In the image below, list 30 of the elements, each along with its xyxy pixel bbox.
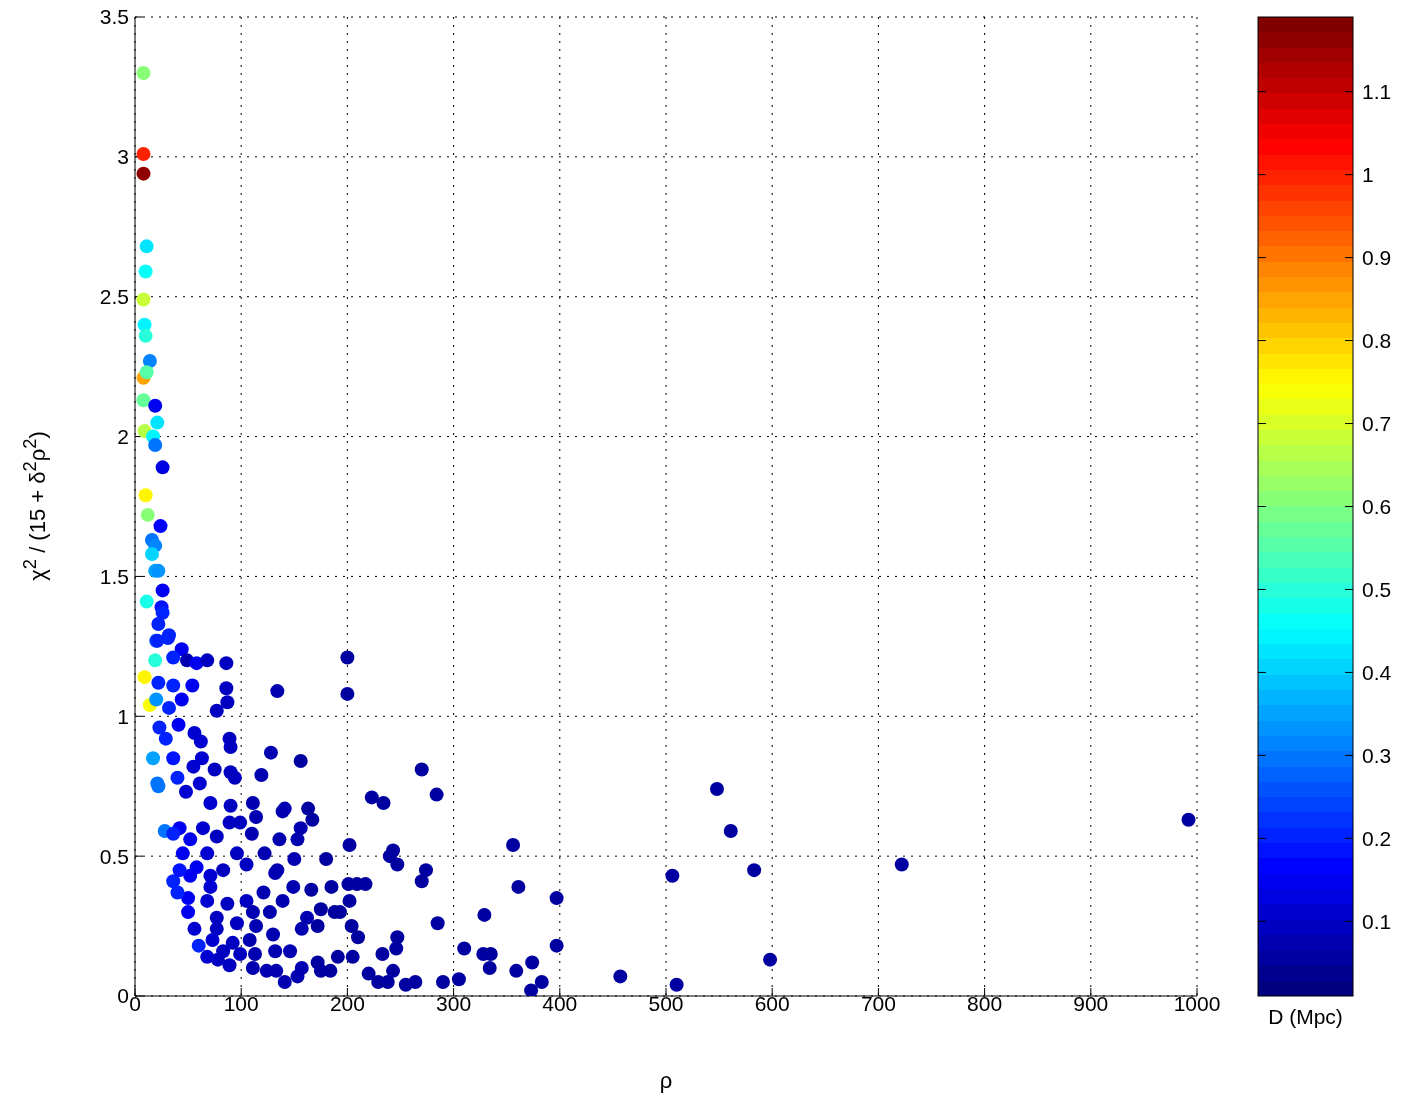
y-tick-label: 2.5 (99, 285, 129, 309)
color-bar-label: 0.6 (1362, 495, 1392, 518)
color-bar-label: 0.1 (1362, 909, 1392, 933)
x-tick-label: 600 (754, 991, 790, 1015)
y-tick-label: 1.5 (99, 564, 129, 588)
x-tick-label: 1000 (1173, 991, 1221, 1015)
x-tick-label: 200 (329, 991, 365, 1015)
x-tick-label: 900 (1073, 991, 1109, 1015)
y-tick-label: 3 (117, 145, 129, 169)
color-bar-label: 0.5 (1362, 577, 1392, 601)
color-bar-label: 0.2 (1362, 826, 1392, 850)
color-bar-label: 0.7 (1362, 412, 1392, 436)
y-tick-label: 3.5 (99, 5, 129, 29)
x-tick-label: 700 (860, 991, 896, 1015)
color-bar-label: 0.4 (1362, 660, 1392, 684)
x-tick-label: 300 (436, 991, 472, 1015)
color-bar-title: D (Mpc) (1268, 1005, 1343, 1028)
y-tick-label: 0.5 (99, 844, 129, 868)
x-tick-label: 800 (967, 991, 1003, 1015)
x-tick-label: 500 (648, 991, 684, 1015)
y-tick-label: 1 (117, 704, 129, 728)
color-bar-label: 1 (1362, 163, 1374, 187)
color-bar-label: 0.8 (1362, 329, 1392, 353)
color-bar-label: 0.9 (1362, 246, 1392, 270)
x-axis-title: ρ (659, 1068, 673, 1093)
color-bar-label: 0.3 (1362, 743, 1392, 767)
color-bar-label: 1.1 (1362, 80, 1392, 104)
x-tick-label: 400 (542, 991, 578, 1015)
x-tick-label: 100 (223, 991, 259, 1015)
y-tick-label: 2 (117, 425, 129, 449)
